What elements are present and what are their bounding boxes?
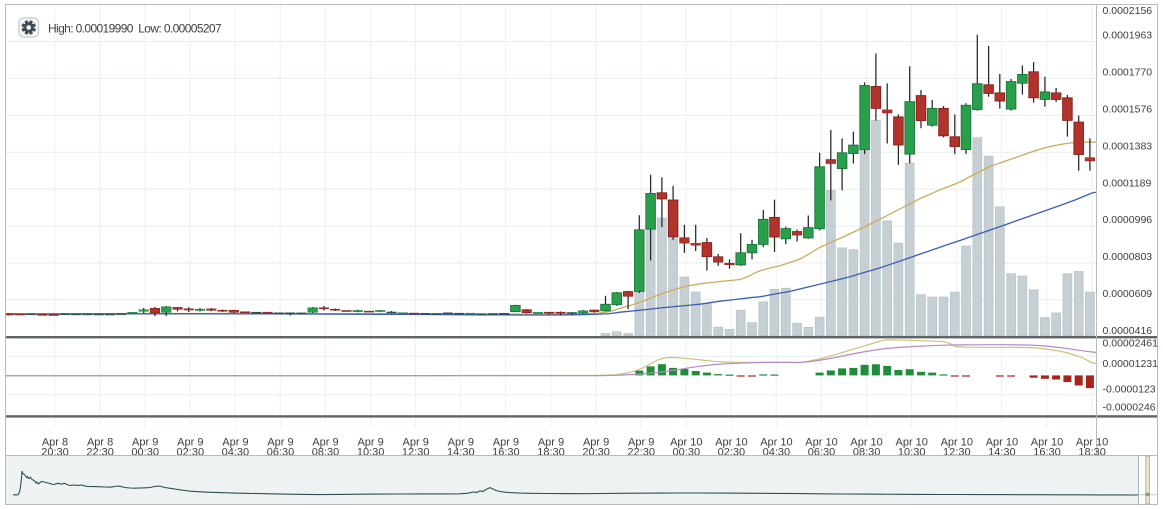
- svg-text:Apr 10: Apr 10: [1031, 436, 1063, 448]
- svg-text:Apr 10: Apr 10: [760, 436, 792, 448]
- svg-text:0.0001770: 0.0001770: [1103, 67, 1153, 79]
- svg-text:Apr 9: Apr 9: [132, 436, 158, 448]
- svg-text:Apr 10: Apr 10: [895, 436, 927, 448]
- svg-text:0.0001189: 0.0001189: [1103, 177, 1152, 189]
- svg-text:Apr 9: Apr 9: [493, 436, 519, 448]
- svg-text:Apr 10: Apr 10: [715, 436, 747, 448]
- svg-text:Apr 10: Apr 10: [1076, 436, 1108, 448]
- svg-text:Apr 9: Apr 9: [583, 436, 609, 448]
- svg-text:0.0000803: 0.0000803: [1103, 251, 1153, 263]
- svg-text:Apr 9: Apr 9: [628, 436, 654, 448]
- svg-text:0.0000416: 0.0000416: [1103, 325, 1153, 337]
- svg-text:0.0001383: 0.0001383: [1103, 140, 1153, 152]
- svg-text:Apr 10: Apr 10: [670, 436, 702, 448]
- svg-text:0.0001963: 0.0001963: [1103, 30, 1153, 42]
- svg-text:0.0000996: 0.0000996: [1103, 214, 1153, 226]
- svg-text:0.00001231: 0.00001231: [1103, 358, 1159, 370]
- svg-text:-0.0000246: -0.0000246: [1103, 401, 1156, 413]
- svg-text:Apr 9: Apr 9: [448, 436, 474, 448]
- svg-text:Apr 9: Apr 9: [403, 436, 429, 448]
- svg-text:0.0000609: 0.0000609: [1103, 288, 1153, 300]
- svg-text:0.00002461: 0.00002461: [1103, 338, 1159, 350]
- svg-text:0.0001576: 0.0001576: [1103, 104, 1153, 116]
- svg-text:Apr 9: Apr 9: [538, 436, 564, 448]
- svg-text:Apr 9: Apr 9: [222, 436, 248, 448]
- svg-text:0.0002156: 0.0002156: [1103, 5, 1153, 17]
- svg-text:Apr 10: Apr 10: [941, 436, 973, 448]
- svg-text:Apr 9: Apr 9: [312, 436, 338, 448]
- svg-text:Apr 9: Apr 9: [357, 436, 383, 448]
- svg-text:Apr 8: Apr 8: [42, 436, 68, 448]
- svg-text:Apr 10: Apr 10: [850, 436, 882, 448]
- svg-text:Apr 10: Apr 10: [805, 436, 837, 448]
- svg-text:Apr 9: Apr 9: [177, 436, 203, 448]
- svg-text:-0.0000123: -0.0000123: [1103, 384, 1156, 396]
- svg-text:High: 0.00019990 Low: 0.00005: High: 0.00019990 Low: 0.00005207: [48, 21, 222, 35]
- svg-text:Apr 8: Apr 8: [87, 436, 113, 448]
- svg-text:Apr 9: Apr 9: [267, 436, 293, 448]
- svg-text:Apr 10: Apr 10: [986, 436, 1018, 448]
